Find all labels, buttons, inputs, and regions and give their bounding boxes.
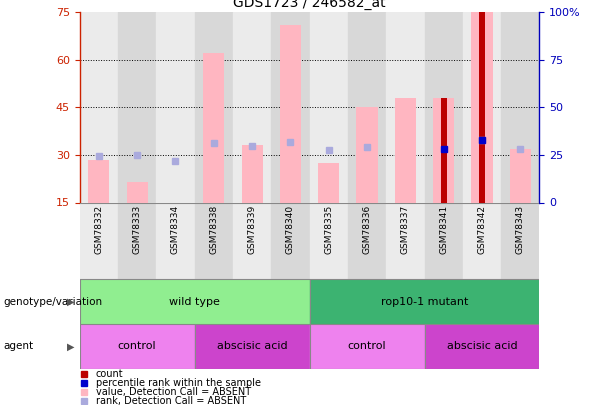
Text: rop10-1 mutant: rop10-1 mutant	[381, 297, 468, 307]
Bar	[348, 12, 386, 202]
Bar	[204, 53, 224, 202]
Text: GSM78340: GSM78340	[286, 205, 295, 254]
Bar	[463, 12, 501, 202]
Text: percentile rank within the sample: percentile rank within the sample	[96, 378, 261, 388]
Bar	[424, 12, 463, 202]
Bar	[424, 202, 463, 279]
Bar	[127, 182, 148, 202]
Bar	[195, 324, 310, 369]
Bar	[233, 202, 271, 279]
Bar	[310, 12, 348, 202]
Bar	[424, 324, 539, 369]
Bar	[441, 98, 446, 202]
Bar	[386, 202, 424, 279]
Text: GSM78338: GSM78338	[209, 205, 218, 254]
Text: GSM78332: GSM78332	[94, 205, 104, 254]
Bar	[348, 202, 386, 279]
Bar	[510, 149, 531, 202]
Text: agent: agent	[3, 341, 33, 351]
Bar	[271, 202, 310, 279]
Bar	[80, 12, 118, 202]
Bar	[386, 12, 424, 202]
Bar	[118, 202, 156, 279]
Text: GSM78335: GSM78335	[324, 205, 333, 254]
Text: abscisic acid: abscisic acid	[447, 341, 517, 351]
Text: GSM78333: GSM78333	[132, 205, 142, 254]
Bar	[156, 12, 195, 202]
Bar	[118, 12, 156, 202]
Bar	[501, 202, 539, 279]
Bar	[463, 202, 501, 279]
Bar	[310, 324, 424, 369]
Bar	[80, 279, 310, 324]
Bar	[195, 12, 233, 202]
Bar	[471, 12, 492, 202]
Bar	[165, 202, 186, 203]
Bar	[433, 98, 454, 202]
Bar	[271, 12, 310, 202]
Text: GSM78339: GSM78339	[248, 205, 257, 254]
Bar	[310, 202, 348, 279]
Text: wild type: wild type	[169, 297, 220, 307]
Title: GDS1723 / 246582_at: GDS1723 / 246582_at	[234, 0, 386, 10]
Text: GSM78334: GSM78334	[171, 205, 180, 254]
Text: control: control	[118, 341, 156, 351]
Bar	[195, 202, 233, 279]
Bar	[479, 12, 485, 202]
Bar	[395, 98, 416, 202]
Text: GSM78336: GSM78336	[362, 205, 371, 254]
Text: GSM78341: GSM78341	[439, 205, 448, 254]
Text: rank, Detection Call = ABSENT: rank, Detection Call = ABSENT	[96, 396, 246, 405]
Text: value, Detection Call = ABSENT: value, Detection Call = ABSENT	[96, 387, 251, 397]
Bar	[357, 107, 378, 202]
Bar	[242, 145, 262, 202]
Bar	[318, 163, 339, 202]
Text: abscisic acid: abscisic acid	[217, 341, 287, 351]
Text: count: count	[96, 369, 123, 379]
Text: ▶: ▶	[67, 297, 74, 307]
Text: ▶: ▶	[67, 341, 74, 351]
Bar	[280, 25, 301, 202]
Text: GSM78342: GSM78342	[478, 205, 487, 254]
Text: GSM78337: GSM78337	[401, 205, 410, 254]
Text: GSM78343: GSM78343	[516, 205, 525, 254]
Bar	[80, 324, 195, 369]
Bar	[156, 202, 195, 279]
Bar	[501, 12, 539, 202]
Text: control: control	[348, 341, 386, 351]
Bar	[310, 279, 539, 324]
Bar	[88, 160, 109, 202]
Text: genotype/variation: genotype/variation	[3, 297, 102, 307]
Bar	[80, 202, 118, 279]
Bar	[233, 12, 271, 202]
